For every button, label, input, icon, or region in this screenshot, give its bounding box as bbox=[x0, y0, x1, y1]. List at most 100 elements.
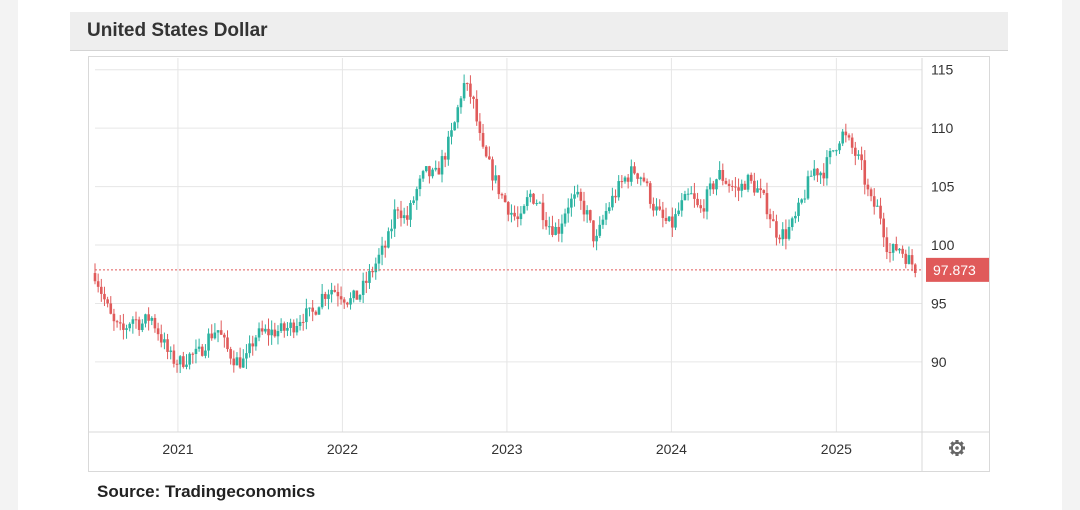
candle-up bbox=[387, 231, 390, 248]
candle-up bbox=[131, 319, 135, 324]
candle-down bbox=[816, 168, 819, 176]
candle-up bbox=[447, 136, 450, 160]
chart-frame bbox=[88, 56, 990, 472]
candle-down bbox=[134, 319, 138, 321]
candle-up bbox=[204, 350, 207, 356]
candle-up bbox=[535, 203, 538, 205]
candle-down bbox=[895, 244, 898, 251]
candle-up bbox=[424, 166, 428, 172]
candle-up bbox=[630, 166, 633, 182]
candle-down bbox=[112, 313, 116, 322]
candle-up bbox=[891, 244, 895, 253]
y-tick-label: 95 bbox=[931, 295, 947, 311]
candle-up bbox=[705, 189, 709, 212]
candle-up bbox=[257, 328, 261, 338]
candle-up bbox=[617, 181, 620, 198]
candle-down bbox=[636, 173, 639, 179]
candle-up bbox=[740, 183, 744, 191]
candle-up bbox=[440, 156, 444, 175]
candle-down bbox=[671, 216, 674, 228]
candle-up bbox=[320, 293, 324, 308]
left-margin bbox=[0, 0, 10, 510]
candle-down bbox=[614, 195, 617, 198]
candle-up bbox=[715, 179, 718, 190]
candle-down bbox=[850, 137, 854, 148]
candle-down bbox=[323, 293, 327, 299]
candle-down bbox=[106, 299, 109, 304]
candles bbox=[93, 74, 917, 374]
candle-up bbox=[289, 322, 292, 328]
candle-down bbox=[93, 273, 97, 282]
candle-up bbox=[576, 191, 579, 195]
candle-up bbox=[418, 178, 422, 190]
candle-down bbox=[592, 220, 595, 242]
candle-down bbox=[223, 334, 226, 338]
candle-up bbox=[453, 122, 456, 131]
gear-hub bbox=[955, 446, 959, 450]
candle-up bbox=[667, 216, 671, 221]
candle-down bbox=[778, 237, 781, 240]
candle-up bbox=[563, 213, 567, 224]
candle-down bbox=[437, 167, 441, 175]
candle-up bbox=[876, 205, 879, 207]
candle-up bbox=[819, 172, 822, 176]
candle-up bbox=[245, 353, 248, 359]
candle-down bbox=[210, 333, 214, 339]
candle-down bbox=[588, 210, 592, 221]
candle-down bbox=[443, 156, 447, 160]
candle-down bbox=[743, 183, 747, 190]
gear-icon[interactable] bbox=[949, 440, 965, 456]
candle-up bbox=[188, 353, 191, 365]
last-price-badge bbox=[926, 257, 989, 282]
candle-down bbox=[282, 323, 286, 331]
candle-up bbox=[598, 224, 602, 236]
candle-down bbox=[582, 200, 586, 215]
candle-up bbox=[264, 328, 267, 332]
y-axis: 90 95 100 105 110 115 bbox=[931, 62, 955, 370]
candle-down bbox=[503, 195, 507, 203]
candle-up bbox=[197, 346, 201, 349]
candle-up bbox=[787, 227, 791, 239]
candle-up bbox=[570, 198, 573, 208]
candle-up bbox=[402, 215, 406, 219]
candle-up bbox=[178, 356, 182, 365]
candle-up bbox=[639, 177, 643, 179]
candle-up bbox=[298, 321, 302, 326]
y-tick-label: 115 bbox=[931, 62, 954, 78]
candle-up bbox=[327, 294, 330, 299]
candle-down bbox=[768, 214, 772, 220]
candle-up bbox=[825, 157, 829, 179]
candle-down bbox=[200, 346, 204, 356]
candle-up bbox=[330, 289, 333, 295]
candle-down bbox=[232, 358, 236, 366]
candle-down bbox=[229, 349, 232, 359]
candle-down bbox=[765, 193, 769, 215]
candle-down bbox=[633, 166, 636, 174]
candle-up bbox=[677, 210, 680, 215]
last-price: 97.873 bbox=[95, 257, 989, 282]
candle-down bbox=[645, 181, 649, 184]
candle-down bbox=[109, 303, 113, 314]
candle-up bbox=[809, 175, 813, 177]
candle-down bbox=[863, 160, 867, 185]
candle-down bbox=[579, 191, 583, 201]
candle-up bbox=[207, 333, 210, 351]
candle-up bbox=[841, 131, 844, 144]
candle-down bbox=[122, 323, 125, 330]
candle-up bbox=[349, 298, 352, 305]
candle-up bbox=[522, 205, 526, 214]
candle-up bbox=[718, 170, 721, 180]
candle-down bbox=[901, 248, 904, 254]
candle-down bbox=[513, 212, 516, 217]
candle-down bbox=[775, 221, 778, 238]
candle-up bbox=[686, 193, 690, 195]
candle-up bbox=[794, 215, 797, 219]
candle-down bbox=[730, 185, 734, 187]
candle-up bbox=[831, 150, 835, 152]
candle-up bbox=[270, 329, 273, 336]
candle-down bbox=[702, 208, 706, 212]
candle-down bbox=[336, 291, 340, 297]
candle-up bbox=[800, 199, 803, 203]
candle-up bbox=[128, 323, 132, 329]
candle-up bbox=[393, 209, 397, 229]
